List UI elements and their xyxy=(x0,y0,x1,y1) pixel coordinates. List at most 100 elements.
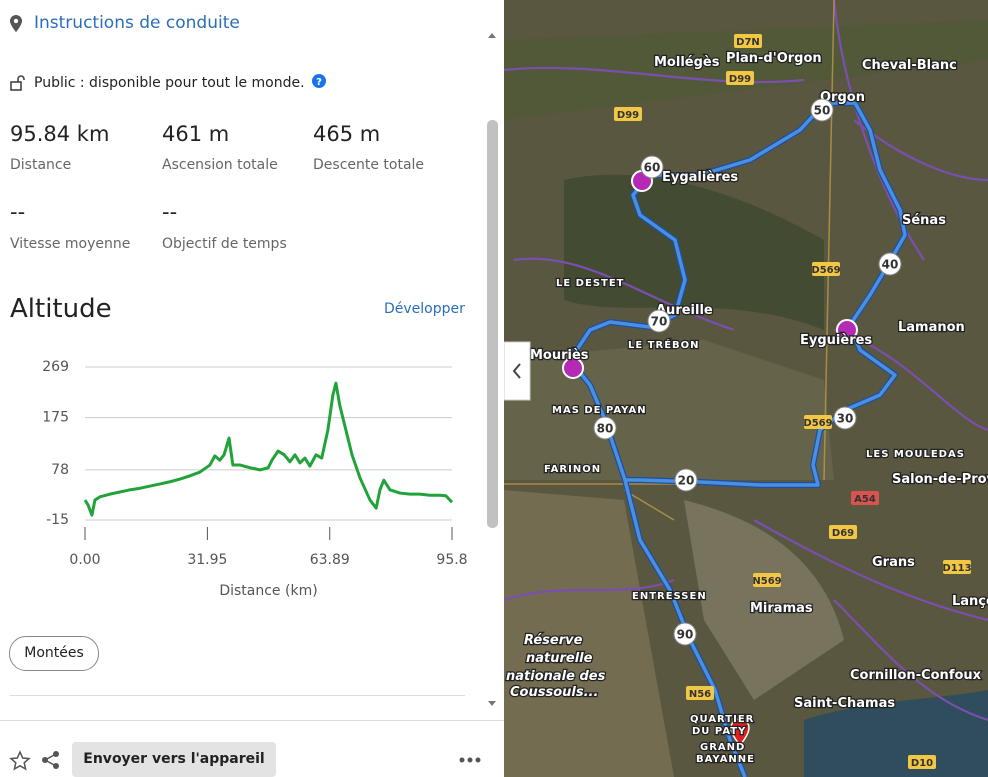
place-label: Réserve xyxy=(524,633,583,648)
place-label: Eygalières xyxy=(662,170,738,185)
road-label: N569 xyxy=(752,576,781,587)
stat-label: Distance xyxy=(10,157,72,173)
road-shield xyxy=(943,560,971,574)
road-label: D113 xyxy=(942,563,971,574)
stat-value: -- xyxy=(162,200,178,224)
place-label: naturelle xyxy=(526,651,593,666)
map[interactable]: Mollégès Plan-d'Orgon Cheval-Blanc Orgon Eyg… xyxy=(504,0,988,777)
place-label: Coussouls... xyxy=(510,685,598,700)
place-label: FARINON xyxy=(544,464,601,475)
place-label: nationale des xyxy=(506,669,606,684)
terrain xyxy=(504,340,834,480)
route-marker-label: 50 xyxy=(814,104,831,118)
help-icon[interactable]: ? xyxy=(312,74,326,88)
road-shield xyxy=(829,525,857,539)
place-label: LES MOULEDAS xyxy=(866,449,965,460)
y-tick-label: -15 xyxy=(46,512,69,528)
altitude-chart: -15 78 175 269 0.00 31.95 63.89 95.8 Distance (k… xyxy=(42,359,467,599)
share-icon[interactable] xyxy=(41,750,61,770)
road-label: D99 xyxy=(729,74,751,85)
lock-icon xyxy=(10,75,25,91)
pin-icon xyxy=(10,15,22,32)
place-label: Eyguières xyxy=(800,333,872,348)
x-tick-label: 0.00 xyxy=(69,552,100,568)
y-tick-label: 78 xyxy=(51,462,69,478)
more-icon[interactable] xyxy=(458,756,482,764)
collapse-button[interactable] xyxy=(504,341,531,401)
road-label: D69 xyxy=(832,528,854,539)
side-panel: Instructions de conduite Public : dispon… xyxy=(0,13,504,777)
road-shield xyxy=(686,686,714,700)
terrain xyxy=(504,20,988,120)
divider xyxy=(0,720,504,721)
place-label: DU PATY xyxy=(692,726,746,737)
route-marker xyxy=(640,155,664,179)
star-icon[interactable] xyxy=(9,750,31,772)
send-button[interactable]: Envoyer vers l'appareil xyxy=(72,742,276,777)
place-label: Mouriès xyxy=(530,348,589,363)
road-label: N56 xyxy=(689,689,711,700)
route-marker-label: 40 xyxy=(882,258,899,272)
route-marker-label: 20 xyxy=(678,474,695,488)
place-label: Lamanon xyxy=(898,320,965,335)
route-marker xyxy=(673,622,697,646)
route-marker-label: 70 xyxy=(651,315,668,329)
collapse-button-bg[interactable] xyxy=(504,341,531,401)
climbs-button[interactable]: Montées xyxy=(9,636,99,671)
chevron-icon xyxy=(512,363,521,379)
y-tick-label: 269 xyxy=(42,359,69,375)
road-shield xyxy=(804,415,832,429)
stat-value: 461 m xyxy=(162,122,230,146)
climb-marker[interactable] xyxy=(836,319,858,341)
road-label: D569 xyxy=(803,418,832,429)
terrain xyxy=(564,174,824,330)
stat-label: Vitesse moyenne xyxy=(10,236,131,252)
route-marker xyxy=(833,406,857,430)
x-tick-label: 31.95 xyxy=(187,552,227,568)
road-label: A54 xyxy=(854,494,876,505)
visibility-text: Public : disponible pour tout le monde. xyxy=(34,75,305,91)
stat-value: 95.84 km xyxy=(10,122,110,146)
x-axis-label: Distance (km) xyxy=(219,583,317,599)
road-label: D10 xyxy=(911,758,933,769)
place-label: Sénas xyxy=(902,213,946,228)
climb-marker[interactable] xyxy=(562,357,584,379)
place-label: Orgon xyxy=(820,90,865,105)
road-label: D7N xyxy=(736,37,760,48)
place-label: Mollégès xyxy=(654,55,720,70)
route-marker xyxy=(674,468,698,492)
road-shield xyxy=(812,262,840,276)
map-labels: Mollégès Plan-d'Orgon Cheval-Blanc Orgon Eyg… xyxy=(505,34,988,769)
header-link[interactable]: Instructions de conduite xyxy=(34,13,240,33)
road-shield xyxy=(726,71,754,85)
place-label: Cornillon-Confoux xyxy=(850,668,982,683)
road-shield xyxy=(614,107,642,121)
place-label: Lançon xyxy=(952,594,988,609)
route-marker xyxy=(647,309,671,333)
end-pin[interactable] xyxy=(730,718,750,747)
place-label: QUARTIER xyxy=(690,714,754,725)
route-marker-label: 30 xyxy=(837,412,854,426)
place-label: Salon-de-Provence xyxy=(892,472,988,487)
place-label: Grans xyxy=(872,555,915,570)
x-tick-label: 63.89 xyxy=(310,552,350,568)
stat-label: Objectif de temps xyxy=(162,236,287,252)
x-tick-label: 95.8 xyxy=(436,552,467,568)
divider xyxy=(10,695,465,696)
route-marker-label: 90 xyxy=(677,628,694,642)
svg-text:?: ? xyxy=(316,77,322,88)
y-tick-label: 175 xyxy=(42,410,69,426)
climb-markers xyxy=(562,170,858,379)
route-marker xyxy=(593,416,617,440)
place-label: LE TRÉBON xyxy=(628,338,700,351)
scrollbar[interactable] xyxy=(485,28,499,718)
route-marker-label: 80 xyxy=(597,422,614,436)
place-label: BAYANNE xyxy=(696,754,755,765)
route-marker xyxy=(810,98,834,122)
water xyxy=(804,690,988,777)
expand-link[interactable]: Développer xyxy=(384,301,465,317)
road-shield xyxy=(908,755,936,769)
terrain xyxy=(684,500,844,700)
place-label: Miramas xyxy=(750,601,813,616)
